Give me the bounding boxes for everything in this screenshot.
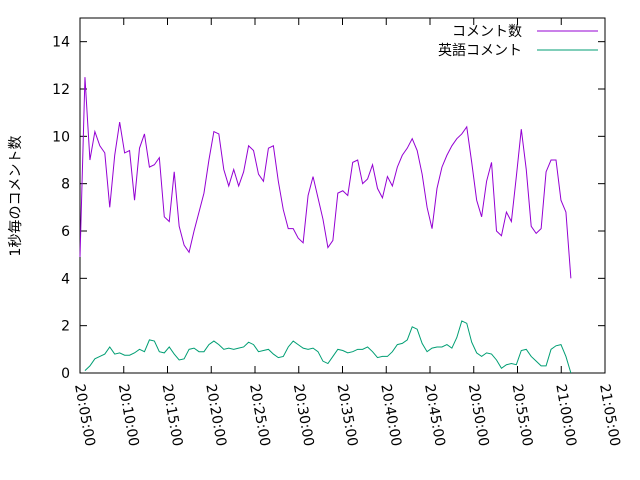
x-tick-label: 21:05:00 [596, 383, 623, 448]
x-tick-label: 21:00:00 [552, 383, 579, 448]
x-tick-label: 20:40:00 [377, 383, 404, 448]
plot-frame [79, 17, 606, 374]
legend-label: 英語コメント [438, 42, 522, 59]
x-tick-label: 20:35:00 [334, 383, 361, 448]
x-tick-label: 20:05:00 [71, 383, 98, 448]
x-tick-label: 20:55:00 [509, 383, 536, 448]
y-axis-label: 1秒毎のコメント数 [8, 136, 24, 257]
series-line [79, 77, 572, 279]
x-tick-label: 20:25:00 [246, 383, 273, 448]
y-tick-label: 12 [52, 82, 70, 98]
y-tick-label: 8 [61, 177, 70, 193]
x-tick-label: 20:30:00 [290, 383, 317, 448]
x-tick-label: 20:45:00 [421, 383, 448, 448]
y-tick-label: 10 [52, 129, 70, 145]
x-tick-label: 20:15:00 [159, 383, 186, 448]
legend-label: コメント数 [452, 24, 522, 40]
y-tick-label: 0 [61, 366, 70, 382]
y-tick-label: 2 [61, 319, 70, 335]
y-tick-label: 14 [52, 35, 70, 51]
x-tick-label: 20:20:00 [202, 383, 229, 448]
y-tick-label: 4 [61, 271, 70, 287]
x-tick-label: 20:50:00 [465, 383, 492, 448]
series-line [84, 320, 572, 374]
y-tick-label: 6 [61, 224, 70, 240]
x-tick-label: 20:10:00 [115, 383, 142, 448]
